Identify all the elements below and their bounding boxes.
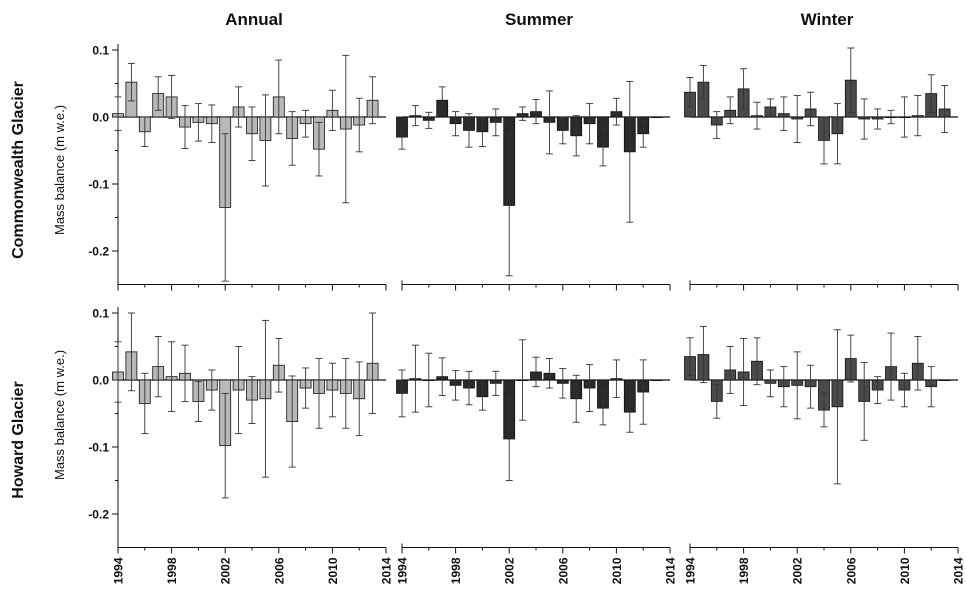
- x-tick-label: 2002: [791, 557, 805, 584]
- y-tick-label: 0.1: [92, 307, 109, 321]
- panel-annual-howard: 0.1 0.0 -0.1 -0.2 1994 1998 2002 2006 2010 2014: [88, 307, 393, 585]
- panel-winter-howard: 1994 1998 2002 2006 2010 2014: [684, 325, 966, 584]
- x-tick-label: 1994: [396, 557, 410, 584]
- x-tick-label: 2014: [380, 557, 394, 584]
- x-tick-label: 1998: [737, 557, 751, 584]
- panel-winter-commonwealth: [684, 47, 959, 291]
- y-tick-label: -0.1: [88, 441, 109, 455]
- column-title-summer: Summer: [505, 10, 573, 29]
- column-title-winter: Winter: [801, 10, 854, 29]
- x-tick-label: 2010: [326, 557, 340, 584]
- x-tick-label: 1998: [165, 557, 179, 584]
- y-tick-label: -0.2: [88, 245, 109, 259]
- x-tick-label: 2006: [556, 557, 570, 584]
- y-tick-label: 0.0: [92, 374, 109, 388]
- y-axis-label-commonwealth: Mass balance (m w.e.): [52, 105, 67, 235]
- y-tick-label: 0.1: [92, 44, 109, 58]
- panel-summer-howard: 1994 1998 2002 2006 2010 2014: [396, 339, 678, 584]
- x-tick-label: 2006: [844, 557, 858, 584]
- panel-annual-commonwealth: 0.1 0.0 -0.1 -0.2: [88, 44, 387, 291]
- x-tick-label: 1994: [112, 557, 126, 584]
- bar-2013: [650, 379, 663, 382]
- x-tick-label: 2014: [664, 557, 678, 584]
- y-tick-label: -0.2: [88, 508, 109, 522]
- column-title-annual: Annual: [225, 10, 283, 29]
- x-tick-label: 2006: [272, 557, 286, 584]
- y-tick-label: -0.1: [88, 178, 109, 192]
- panel-summer-commonwealth: [396, 81, 671, 291]
- row-title-howard: Howard Glacier: [10, 381, 27, 498]
- bar-2013: [938, 379, 951, 382]
- x-tick-label: 1998: [449, 557, 463, 584]
- x-tick-label: 1994: [684, 557, 698, 584]
- bar-2013: [650, 116, 663, 119]
- panels: 0.1 0.0 -0.1 -0.2 0.1 0.0 -0.1 -0.2 1994 1998 2002…: [88, 44, 965, 585]
- x-tick-label: 2002: [219, 557, 233, 584]
- x-tick-label: 2010: [610, 557, 624, 584]
- x-tick-label: 2002: [503, 557, 517, 584]
- row-title-commonwealth: Commonwealth Glacier: [10, 81, 27, 259]
- x-tick-label: 2014: [952, 557, 966, 584]
- x-tick-label: 2010: [898, 557, 912, 584]
- y-axis-label-howard: Mass balance (m w.e.): [52, 350, 67, 480]
- y-tick-label: 0.0: [92, 111, 109, 125]
